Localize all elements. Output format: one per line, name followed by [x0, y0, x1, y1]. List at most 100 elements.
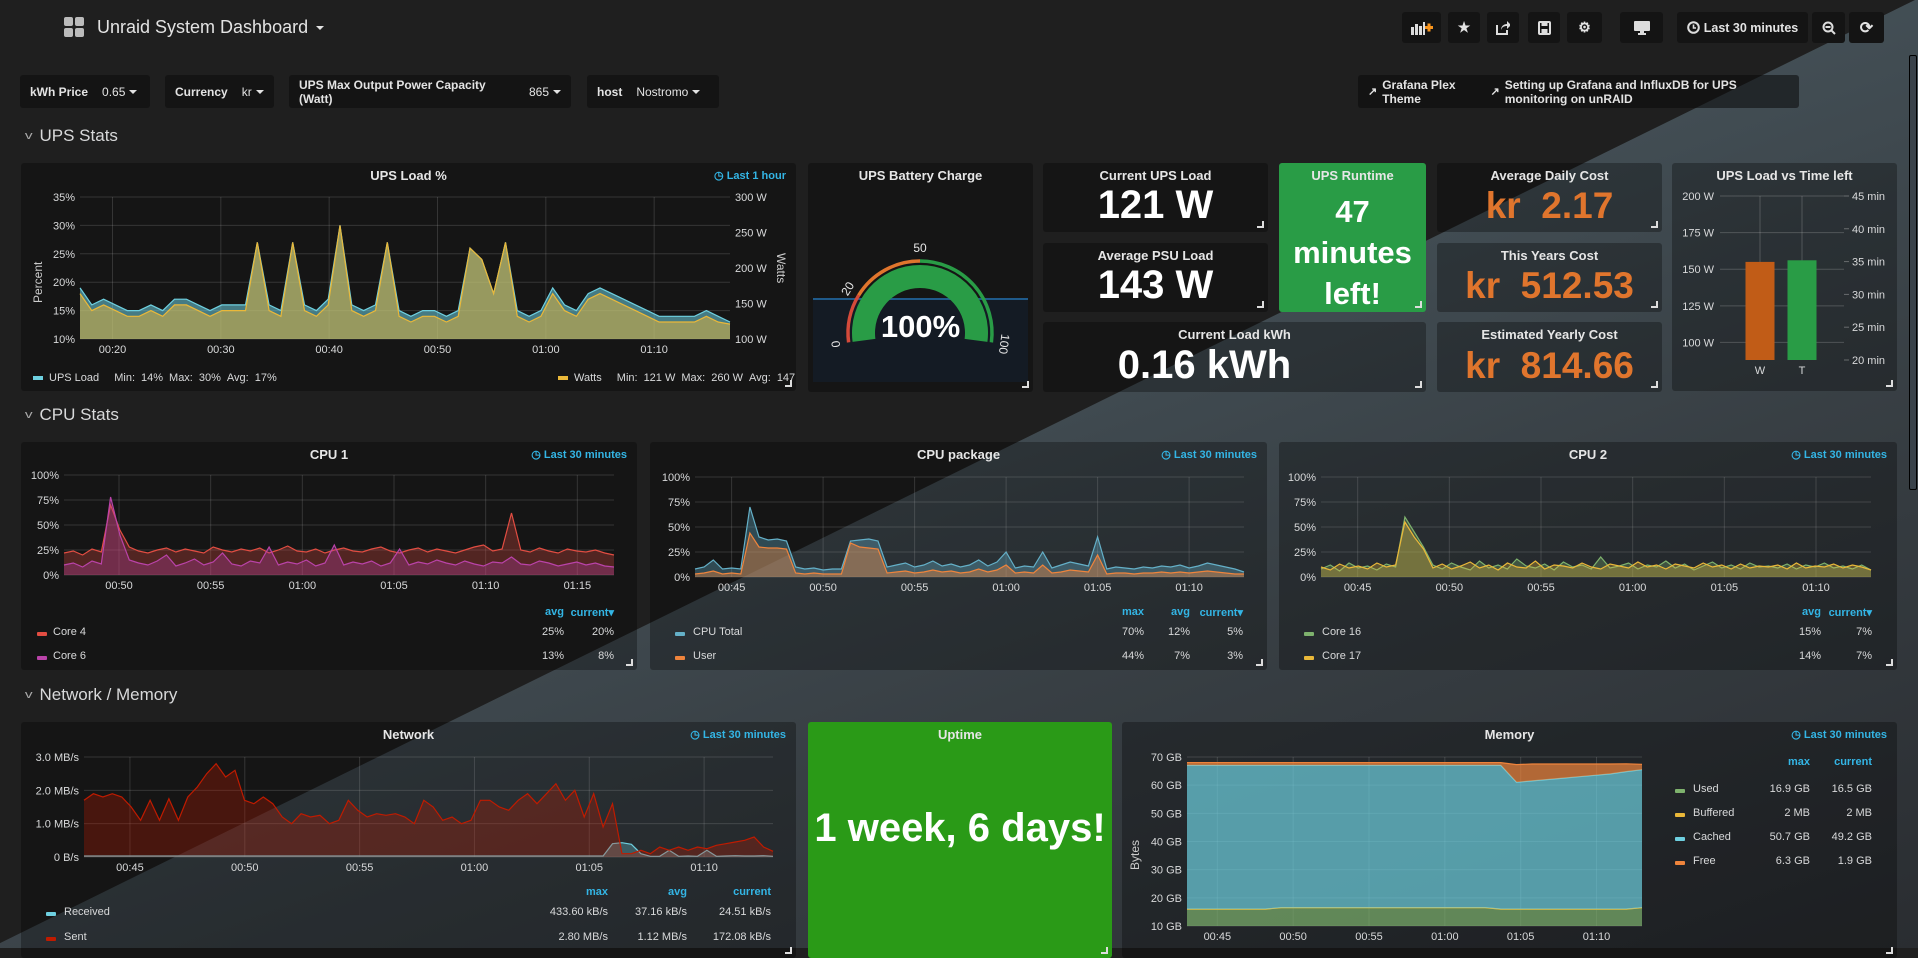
y-tick-label: 30 GB — [1151, 865, 1182, 877]
x-tick-label: W — [1755, 365, 1766, 377]
x-tick-label: 01:05 — [1507, 931, 1535, 943]
x-tick-label: 01:05 — [1084, 582, 1112, 594]
legend-item-ups-load[interactable]: UPS Load Min: 14% Max: 30% Avg: 17% — [33, 372, 277, 384]
legend-header-max[interactable]: max — [1121, 606, 1144, 618]
cpu-package-chart: 0% 25% 50% 75% 100% 00:45 00:50 00:55 01:00 01:05… — [662, 472, 1245, 594]
panel-estimated-yearly-cost: Estimated Yearly Cost kr 814.66 — [1437, 322, 1662, 392]
x-tick-label: 00:20 — [99, 344, 127, 356]
y2-tick-label: 20 min — [1852, 355, 1885, 367]
legend-header-max[interactable]: max — [585, 886, 608, 898]
scrollbar-thumb[interactable] — [1909, 55, 1917, 490]
legend-name: Received — [64, 906, 110, 918]
link-setting-up-grafana[interactable]: ↗ Setting up Grafana and InfluxDB for UPS… — [1480, 78, 1799, 106]
y-tick-label: 125 W — [1682, 301, 1714, 313]
row-title: UPS Stats — [39, 126, 118, 145]
variable-host[interactable]: host Nostromo — [587, 75, 719, 108]
legend-current: 2 MB — [1846, 807, 1872, 819]
save-button[interactable] — [1528, 12, 1560, 43]
legend-name: Used — [1693, 783, 1719, 795]
legend-header-avg[interactable]: avg — [545, 606, 564, 618]
tv-mode-button[interactable] — [1620, 12, 1663, 43]
series-line-cpu-total — [694, 506, 1245, 573]
legend-avg: 12% — [1167, 626, 1190, 638]
legend-header-current[interactable]: current▾ — [1199, 607, 1243, 619]
battery-gauge: 0 20 50 100 — [828, 241, 1012, 355]
network-chart: 0 B/s 1.0 MB/s 2.0 MB/s 3.0 MB/s 00:45 00:50 0… — [36, 752, 774, 874]
panel-title: This Years Cost — [1500, 248, 1599, 263]
legend-header-current[interactable]: current▾ — [570, 607, 614, 619]
legend-header-max[interactable]: max — [1787, 756, 1810, 768]
x-tick-label: 00:55 — [346, 862, 374, 874]
legend-header-avg[interactable]: avg — [668, 886, 687, 898]
x-tick-label: 00:50 — [424, 344, 452, 356]
x-tick-label: 00:55 — [1355, 931, 1383, 943]
legend-header-avg[interactable]: avg — [1171, 606, 1190, 618]
external-link-icon: ↗ — [1490, 86, 1500, 98]
zoom-out-button[interactable] — [1812, 12, 1845, 43]
series-area-received — [84, 842, 773, 857]
series-area-core-4 — [64, 505, 614, 575]
row-header-network-memory[interactable]: v Network / Memory — [25, 685, 178, 705]
row-header-ups-stats[interactable]: v UPS Stats — [24, 126, 118, 146]
external-link-icon: ↗ — [1368, 86, 1378, 98]
y2-tick-label: 250 W — [735, 228, 767, 240]
panel-title: Network — [382, 727, 435, 742]
variable-currency[interactable]: Currency kr — [165, 75, 274, 108]
legend-avg: 14% — [1798, 650, 1821, 662]
legend-name: Cached — [1693, 831, 1731, 843]
x-tick-label: 00:45 — [718, 582, 746, 594]
legend-current: 7% — [1856, 626, 1872, 638]
series-line-ups-load — [79, 225, 731, 323]
panel-title: Current UPS Load — [1099, 168, 1212, 183]
link-grafana-plex-theme[interactable]: ↗ Grafana Plex Theme — [1358, 78, 1480, 106]
panel-this-years-cost: This Years Cost kr 512.53 — [1437, 243, 1662, 312]
panel-cpu1: CPU 1 ◷ Last 30 minutes 0% 25% 50% 75% 100% 0… — [21, 442, 637, 670]
panel-ups-runtime: UPS Runtime 47 minutes left! — [1279, 163, 1426, 312]
legend-item-watts[interactable]: Watts Min:121 W Max:260 W Avg:147 W — [558, 372, 796, 384]
dashboard-title-button[interactable]: Unraid System Dashboard — [64, 17, 325, 38]
bar-W — [1745, 261, 1775, 360]
series-line-sent — [83, 762, 774, 855]
variable-kwh-price[interactable]: kWh Price 0.65 — [20, 75, 150, 108]
series-line-core-4 — [63, 502, 615, 556]
settings-button[interactable]: ⚙ — [1567, 12, 1602, 43]
variable-ups-max-output[interactable]: UPS Max Output Power Capacity (Watt) 865 — [289, 75, 571, 108]
row-header-cpu-stats[interactable]: v CPU Stats — [25, 405, 119, 425]
series-area-core-6 — [64, 497, 614, 575]
cpu2-chart: 0% 25% 50% 75% 100% 00:45 00:50 00:55 01:00 01:05… — [1288, 472, 1872, 594]
y-tick-label: 60 GB — [1151, 780, 1182, 792]
y-tick-label: 10 GB — [1151, 921, 1182, 933]
memory-chart: 10 GB 20 GB 30 GB 40 GB 50 GB 60 GB 70 GB 00:45… — [1151, 752, 1643, 943]
refresh-button[interactable]: ⟳ — [1849, 12, 1884, 43]
add-panel-button[interactable] — [1402, 12, 1441, 43]
panel-memory: Memory ◷ Last 30 minutes 10 GB 20 GB 30 GB… — [1122, 722, 1897, 958]
star-button[interactable]: ★ — [1448, 12, 1480, 43]
x-tick-label: 00:50 — [231, 862, 259, 874]
gear-icon: ⚙ — [1578, 19, 1591, 35]
panel-current-ups-load: Current UPS Load 121 W — [1043, 163, 1268, 232]
y-tick-label: 75% — [1294, 497, 1316, 509]
x-tick-label: 01:05 — [576, 862, 604, 874]
legend-header-avg[interactable]: avg — [1802, 606, 1821, 618]
x-tick-label: 00:45 — [116, 862, 144, 874]
y-tick-label: 2.0 MB/s — [36, 785, 80, 797]
series-area-user — [695, 533, 1244, 577]
x-tick-label: 01:10 — [690, 862, 718, 874]
stat-value: kr 512.53 — [1465, 265, 1634, 306]
time-picker-button[interactable]: Last 30 minutes — [1677, 12, 1808, 43]
legend-header-current[interactable]: current — [733, 886, 771, 898]
ups-load-vs-time-chart: 100 W 125 W 150 W 175 W 200 W 20 min 25 min 30 … — [1682, 191, 1885, 377]
legend-header-current[interactable]: current▾ — [1828, 607, 1872, 619]
series-line-received — [84, 842, 774, 857]
stat-value: 47 minutes left! — [1293, 194, 1412, 311]
chevron-down-icon: v — [24, 130, 33, 142]
series-line-free — [1187, 762, 1643, 766]
legend-header-current[interactable]: current — [1834, 756, 1872, 768]
variable-value: kr — [241, 84, 252, 99]
y2-tick-label: 300 W — [735, 192, 767, 204]
stat-value: kr 2.17 — [1485, 185, 1614, 226]
share-button[interactable] — [1487, 12, 1519, 43]
caret-down-icon — [129, 89, 138, 94]
legend-swatch — [675, 656, 685, 660]
time-override: ◷ Last 30 minutes — [1161, 449, 1257, 461]
